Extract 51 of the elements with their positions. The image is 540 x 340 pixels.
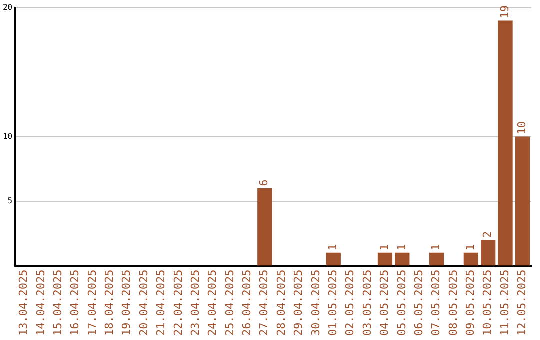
x-tick-label: 26.04.2025 — [240, 270, 254, 336]
x-tick-label: 07.05.2025 — [430, 270, 443, 336]
x-tick-label: 12.05.2025 — [516, 270, 529, 336]
x-tick-label: 23.04.2025 — [188, 270, 202, 336]
x-tick-label: 22.04.2025 — [172, 270, 185, 336]
x-tick-label: 01.05.2025 — [326, 270, 340, 336]
y-tick-label: 10 — [2, 132, 13, 141]
x-tick-label: 15.04.2025 — [51, 270, 64, 336]
x-tick-label: 14.04.2025 — [34, 270, 48, 336]
data-label: 1 — [378, 244, 392, 251]
data-label: 1 — [326, 244, 340, 251]
y-tick-label: 5 — [8, 196, 13, 206]
x-tick-label: 21.04.2025 — [154, 270, 168, 336]
x-tick-label: 18.04.2025 — [103, 270, 116, 336]
x-tick-label: 17.04.2025 — [86, 270, 99, 336]
x-tick-label: 30.04.2025 — [309, 270, 322, 336]
data-label: 1 — [430, 244, 443, 251]
data-label: 2 — [481, 231, 494, 238]
x-tick-label: 03.05.2025 — [360, 270, 374, 336]
x-tick-label: 16.04.2025 — [68, 270, 82, 336]
x-tick-label: 10.05.2025 — [481, 270, 494, 336]
bar — [481, 240, 496, 266]
y-tick-label: 20 — [2, 2, 13, 12]
bar — [498, 20, 513, 266]
x-tick-label: 25.04.2025 — [223, 270, 236, 336]
x-tick-label: 29.04.2025 — [292, 270, 306, 336]
x-tick-label: 09.05.2025 — [464, 270, 478, 336]
x-tick-label: 13.04.2025 — [17, 270, 30, 336]
x-tick-label: 08.05.2025 — [446, 270, 460, 336]
data-label: 1 — [395, 244, 408, 251]
bar — [395, 252, 410, 266]
bar — [326, 252, 341, 266]
x-tick-label: 24.04.2025 — [206, 270, 220, 336]
x-tick-label: 02.05.2025 — [344, 270, 357, 336]
data-label: 1 — [464, 244, 478, 251]
x-tick-label: 27.04.2025 — [258, 270, 271, 336]
x-tick-label: 06.05.2025 — [412, 270, 426, 336]
x-tick-label: 05.05.2025 — [395, 270, 408, 336]
data-label: 19 — [498, 5, 512, 19]
data-label: 6 — [258, 180, 271, 186]
x-tick-label: 04.05.2025 — [378, 270, 392, 336]
bar — [378, 252, 393, 266]
data-label: 10 — [516, 122, 529, 135]
bar — [464, 252, 478, 266]
bar — [429, 252, 444, 266]
x-tick-label: 19.04.2025 — [120, 270, 134, 336]
x-tick-label: 11.05.2025 — [498, 270, 512, 336]
bar — [515, 136, 530, 266]
x-tick-label: 28.04.2025 — [274, 270, 288, 336]
x-tick-label: 20.04.2025 — [137, 270, 150, 336]
bar — [258, 188, 272, 266]
